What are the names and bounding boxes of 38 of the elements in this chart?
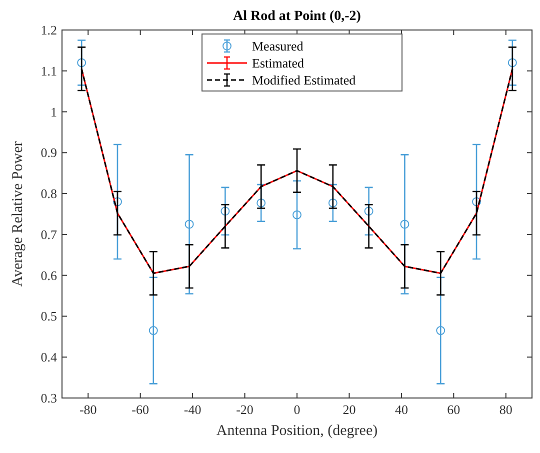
y-tick-label: 0.9 [40,145,57,160]
chart-title: Al Rod at Point (0,-2) [233,9,362,24]
point [292,210,302,220]
y-tick-label: 0.6 [40,268,58,283]
point [508,58,517,68]
point [328,198,338,208]
y-axis-title: Average Relative Power [10,141,26,287]
y-tick-label: 0.3 [40,390,57,406]
x-tick-label: 0 [294,402,300,417]
point [77,58,86,68]
y-tick-label: 1 [50,104,57,120]
x-tick-label: -20 [236,402,254,417]
y-tick-label: 0.8 [40,186,57,202]
x-tick-label: -80 [79,402,97,417]
legend-label: Modified Estimated [252,72,356,88]
y-tick-label: 0.4 [40,350,58,365]
x-tick-label: -60 [132,402,150,417]
point [184,220,194,229]
x-tick-label: 20 [342,402,356,417]
point [256,198,266,208]
x-axis-title: Antenna Position, (degree) [216,423,378,439]
y-tick-label: 1.2 [40,22,57,38]
point [148,326,158,336]
y-tick-label: 0.7 [40,226,58,242]
x-tick-label: 60 [447,402,460,417]
y-tick-label: 1.1 [40,63,57,78]
point [364,206,374,216]
legend-label: Estimated [252,56,304,70]
x-tick-label: -40 [184,402,202,417]
legend-label: Measured [252,38,304,54]
x-tick-label: 80 [499,402,512,417]
point [436,326,446,336]
y-tick-label: 0.5 [40,308,57,324]
point [220,206,230,216]
point [472,197,482,206]
x-tick-label: 40 [394,402,408,417]
point [400,220,410,229]
point [112,197,122,206]
